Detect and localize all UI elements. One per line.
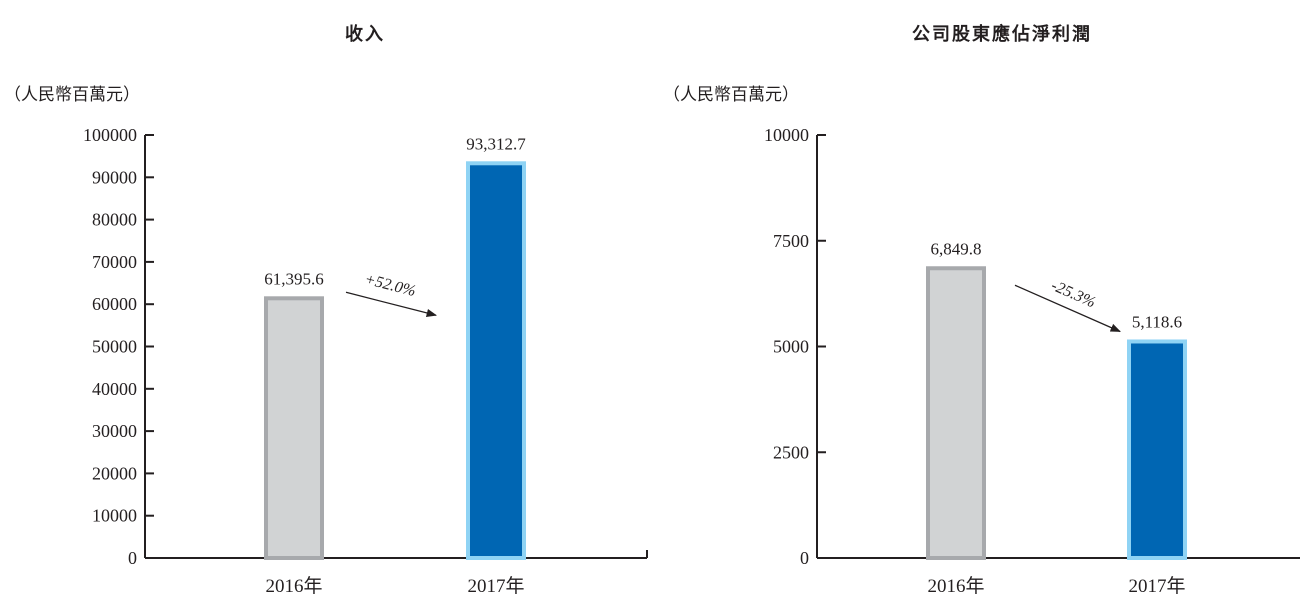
y-tick-label: 10000 bbox=[764, 125, 809, 145]
data-label: 93,312.7 bbox=[466, 134, 526, 153]
revenue-chart-plot: 0 10000 20000 30000 40000 50000 60000 70000 8000… bbox=[83, 125, 648, 597]
data-label: 61,395.6 bbox=[264, 269, 324, 288]
y-tick-label: 10000 bbox=[92, 506, 137, 526]
change-annotation: -25.3% bbox=[1049, 277, 1099, 311]
chart-title: 收入 bbox=[345, 24, 385, 44]
chart-title: 公司股東應佔淨利潤 bbox=[912, 24, 1092, 44]
y-tick-label: 20000 bbox=[92, 463, 137, 483]
y-tick-label: 90000 bbox=[92, 167, 137, 187]
y-tick-label: 50000 bbox=[92, 337, 137, 357]
change-arrow bbox=[345, 291, 438, 318]
y-tick-label: 60000 bbox=[92, 294, 137, 314]
unit-label: （人民幣百萬元） bbox=[663, 85, 799, 104]
y-tick-label: 80000 bbox=[92, 210, 137, 230]
y-tick-label: 30000 bbox=[92, 421, 137, 441]
y-tick-label: 2500 bbox=[773, 442, 809, 462]
data-label: 6,849.8 bbox=[931, 239, 982, 258]
bar bbox=[1127, 339, 1187, 560]
bar bbox=[264, 296, 324, 560]
data-label: 5,118.6 bbox=[1132, 312, 1182, 331]
change-annotation: +52.0% bbox=[363, 271, 418, 300]
y-tick-label: 5000 bbox=[773, 337, 809, 357]
revenue-chart: 收入 （人民幣百萬元） 0 10000 20000 30000 40000 50000 60… bbox=[4, 24, 648, 597]
x-tick-label: 2017年 bbox=[1128, 575, 1185, 597]
y-tick-label: 7500 bbox=[773, 231, 809, 251]
x-tick-label: 2016年 bbox=[265, 575, 322, 597]
unit-label: （人民幣百萬元） bbox=[4, 85, 140, 104]
y-tick-label: 0 bbox=[800, 548, 809, 568]
y-tick-label: 70000 bbox=[92, 252, 137, 272]
net-profit-chart: 公司股東應佔淨利潤 （人民幣百萬元） 0 2500 5000 7500 10000 6,8… bbox=[660, 0, 1301, 598]
y-tick-label: 100000 bbox=[83, 125, 137, 145]
x-tick-label: 2016年 bbox=[927, 575, 984, 597]
y-tick-label: 0 bbox=[128, 548, 137, 568]
change-arrow bbox=[1014, 284, 1121, 333]
y-tick-label: 40000 bbox=[92, 379, 137, 399]
x-tick-label: 2017年 bbox=[467, 575, 524, 597]
bar bbox=[466, 161, 526, 560]
bar bbox=[926, 266, 986, 560]
net-profit-chart-plot: 0 2500 5000 7500 10000 6,849.8 2016年 5,118.6 201… bbox=[764, 125, 1300, 597]
